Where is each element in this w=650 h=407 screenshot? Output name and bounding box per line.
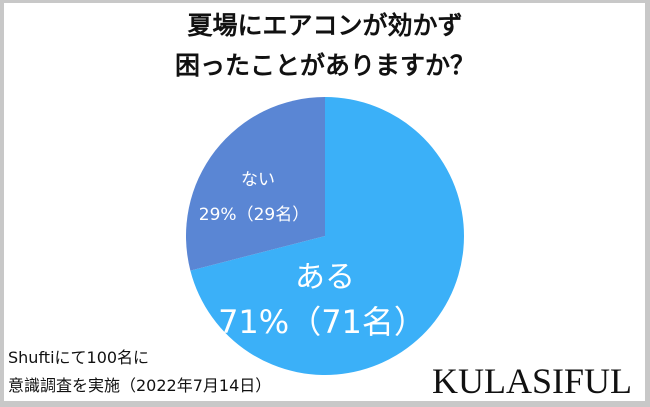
- pie-slice-0: [190, 97, 465, 375]
- pie-slice-1: [186, 97, 325, 271]
- logo: KULASIFUL: [431, 361, 632, 401]
- chart-title-line1: 夏場にエアコンが効かず: [187, 11, 463, 40]
- slice-value-aru: 71%（71名）: [218, 303, 426, 341]
- slice-label-nai: ない: [241, 170, 275, 190]
- slice-value-nai: 29%（29名）: [199, 205, 309, 225]
- chart-title-line2: 困ったことがありますか？: [174, 51, 475, 80]
- slice-label-aru: ある: [295, 260, 355, 295]
- survey-note-line1: Shuftiにて100名に: [8, 348, 150, 367]
- survey-note-line2: 意識調査を実施（2022年7月14日）: [8, 376, 272, 395]
